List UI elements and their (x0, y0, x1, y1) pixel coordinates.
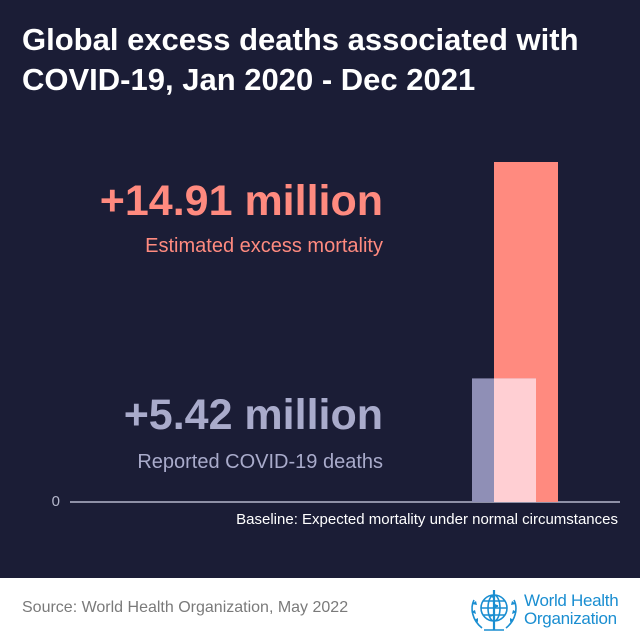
source-text: Source: World Health Organization, May 2… (22, 599, 349, 616)
chart-title: Global excess deaths associated with COV… (22, 22, 579, 97)
who-logo-text-line: World Health (524, 591, 619, 610)
estimated-value: +14.91 million (99, 177, 383, 225)
who-logo-text: World Health Organization (524, 591, 619, 628)
who-logo-text-line: Organization (524, 609, 617, 628)
reported-value: +5.42 million (123, 391, 383, 439)
baseline-label: Baseline: Expected mortality under norma… (236, 511, 618, 528)
bar-overlap (494, 378, 536, 502)
footer: Source: World Health Organization, May 2… (0, 578, 640, 640)
estimated-label: Estimated excess mortality (145, 235, 383, 257)
who-logo: World Health Organization (466, 586, 626, 634)
y-tick-label: 0 (52, 493, 60, 510)
reported-label: Reported COVID-19 deaths (137, 451, 383, 473)
who-emblem-icon (471, 590, 517, 631)
